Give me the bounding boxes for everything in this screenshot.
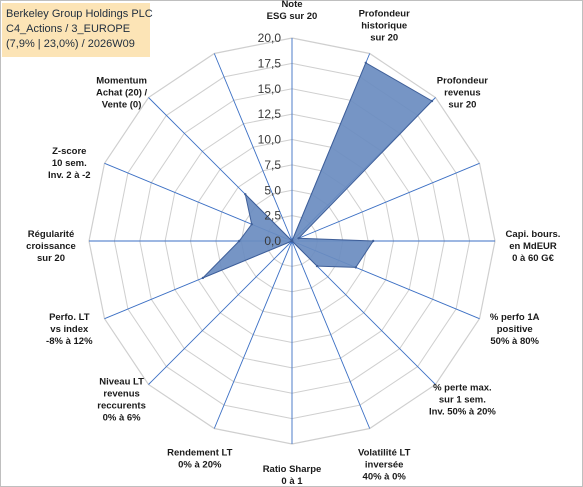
axis-label-7-line-1: 0 à 1 xyxy=(281,476,303,487)
spoke-3 xyxy=(291,162,480,242)
title-line-period: (7,9% | 23,0%) / 2026W09 xyxy=(6,38,135,50)
data-point-2 xyxy=(430,99,434,103)
chart-title-box: Berkeley Group Holdings PLC C4_Actions /… xyxy=(2,3,153,57)
tick-label-4: 10,0 xyxy=(258,133,282,147)
tick-label-6: 15,0 xyxy=(258,82,282,96)
axis-label-2-line-0: Profondeur xyxy=(437,76,488,87)
axis-label-13-line-0: Momentum xyxy=(96,76,147,87)
spoke-10 xyxy=(148,240,293,385)
axis-label-10-line-0: Perfo. LT xyxy=(49,312,90,323)
axis-label-6-line-1: inversée xyxy=(365,460,404,471)
axis-label-3-line-2: 0 à 60 G€ xyxy=(512,253,554,264)
axis-label-9: Niveau LT revenus reccurents 0% à 6% xyxy=(97,376,146,423)
axis-label-5-line-0: % perte max. xyxy=(433,382,492,393)
axis-label-2-line-1: revenus xyxy=(444,88,480,99)
data-point-1 xyxy=(364,61,367,64)
axis-label-11-line-2: sur 20 xyxy=(37,253,65,264)
axis-label-7-line-0: Ratio Sharpe xyxy=(263,464,322,475)
axis-label-7: Ratio Sharpe 0 à 1 xyxy=(263,464,322,487)
data-point-11 xyxy=(201,276,205,280)
data-point-12 xyxy=(238,239,241,243)
data-point-3 xyxy=(297,237,300,240)
spoke-9 xyxy=(213,240,293,429)
tick-label-8: 20,0 xyxy=(258,31,282,45)
axis-label-12-line-2: Inv. 2 à -2 xyxy=(48,170,91,181)
spoke-7 xyxy=(291,240,371,429)
axis-label-5-line-2: Inv. 50% à 20% xyxy=(429,406,496,417)
axis-label-4-line-2: 50% à 80% xyxy=(490,336,539,347)
tick-label-2: 5,0 xyxy=(264,183,281,197)
axis-label-6: Volatilité LT inversée 40% à 0% xyxy=(358,448,411,483)
axis-label-6-line-0: Volatilité LT xyxy=(358,448,411,459)
axis-label-0: Note ESG sur 20 xyxy=(267,0,318,22)
axis-label-6-line-2: 40% à 0% xyxy=(363,472,407,483)
axis-label-11-line-1: croissance xyxy=(26,241,76,252)
axis-label-12-line-1: 10 sem. xyxy=(52,158,87,169)
data-point-4 xyxy=(372,239,375,243)
axis-label-4-line-0: % perfo 1A xyxy=(490,312,540,323)
axis-label-1-line-2: sur 20 xyxy=(370,33,398,44)
tick-label-0: 0,0 xyxy=(264,234,281,248)
axis-label-11-line-0: Régularité xyxy=(28,229,74,240)
axis-label-13-line-2: Vente (0) xyxy=(102,100,142,111)
data-point-14 xyxy=(244,193,247,196)
tick-label-7: 17,5 xyxy=(258,56,282,70)
axis-label-9-line-1: revenus xyxy=(103,388,139,399)
axis-label-13: Momentum Achat (20) / Vente (0) xyxy=(96,76,148,111)
axis-label-2: Profondeur revenus sur 20 xyxy=(437,76,488,111)
axis-label-13-line-1: Achat (20) / xyxy=(96,88,148,99)
axis-label-0-line-0: Note xyxy=(281,0,302,10)
data-point-15 xyxy=(290,239,294,243)
axis-label-1: Profondeur historique sur 20 xyxy=(359,9,410,44)
data-point-5 xyxy=(354,266,357,269)
axis-label-9-line-0: Niveau LT xyxy=(99,376,144,387)
data-point-6 xyxy=(315,264,319,268)
title-line-category: C4_Actions / 3_EUROPE xyxy=(6,23,131,35)
axis-label-0-line-1: ESG sur 20 xyxy=(267,11,318,22)
tick-label-5: 12,5 xyxy=(258,107,282,121)
axis-label-3-line-1: en MdEUR xyxy=(509,241,557,252)
axis-label-3-line-0: Capi. bours. xyxy=(506,229,561,240)
axis-label-1-line-1: historique xyxy=(361,21,407,32)
axis-label-5-line-1: sur 1 sem. xyxy=(439,394,486,405)
tick-label-1: 2,5 xyxy=(264,209,281,223)
axis-label-8-line-1: 0% à 20% xyxy=(178,460,222,471)
data-point-13 xyxy=(250,223,253,226)
axis-label-4: % perfo 1A positive 50% à 80% xyxy=(490,312,540,347)
axis-label-10-line-2: -8% à 12% xyxy=(46,336,93,347)
axis-label-4-line-1: positive xyxy=(497,324,533,335)
axis-label-8: Rendement LT 0% à 20% xyxy=(167,448,232,471)
axis-label-3: Capi. bours. en MdEUR 0 à 60 G€ xyxy=(506,229,561,264)
axis-label-10: Perfo. LT vs index -8% à 12% xyxy=(46,312,93,347)
axis-label-1-line-0: Profondeur xyxy=(359,9,410,20)
axis-label-8-line-0: Rendement LT xyxy=(167,448,232,459)
spoke-15 xyxy=(213,53,293,242)
axis-label-12-line-0: Z-score xyxy=(52,146,86,157)
axis-label-12: Z-score 10 sem. Inv. 2 à -2 xyxy=(48,146,91,181)
title-line-company: Berkeley Group Holdings PLC xyxy=(6,8,153,20)
axis-label-5: % perte max. sur 1 sem. Inv. 50% à 20% xyxy=(429,382,496,417)
axis-label-9-line-3: 0% à 6% xyxy=(103,412,142,423)
axis-label-10-line-1: vs index xyxy=(50,324,89,335)
tick-label-3: 7,5 xyxy=(264,158,281,172)
axis-label-9-line-2: reccurents xyxy=(97,400,146,411)
axis-label-11: Régularité croissance sur 20 xyxy=(26,229,76,264)
axis-label-2-line-2: sur 20 xyxy=(448,100,476,111)
